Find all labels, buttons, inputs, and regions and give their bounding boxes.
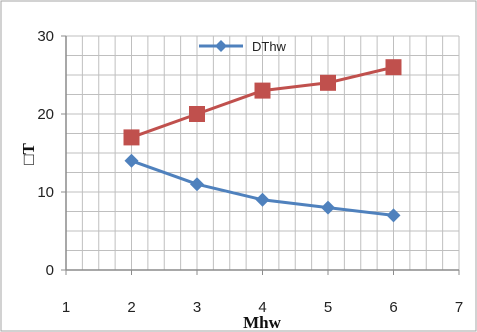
series-red-squares — [123, 59, 402, 146]
x-tick-label: 3 — [193, 299, 201, 316]
x-tick-label: 6 — [389, 299, 397, 316]
x-tick-label: 1 — [62, 299, 70, 316]
data-point-square — [254, 82, 271, 99]
y-tick-label: 20 — [37, 106, 54, 123]
x-axis-title: Mhw — [243, 313, 282, 332]
data-point-square — [320, 74, 336, 91]
data-point-square — [385, 59, 402, 76]
legend-marker-diamond — [215, 40, 227, 52]
y-axis-title: □T — [19, 143, 38, 165]
data-point-diamond — [190, 177, 204, 192]
data-point-diamond — [255, 192, 270, 207]
y-tick-label: 0 — [46, 262, 54, 279]
data-point-diamond — [124, 153, 139, 168]
tick-labels: 0 10 20 30 1 2 3 4 5 6 7 — [37, 28, 463, 316]
data-point-diamond — [321, 200, 335, 215]
x-tick-label: 7 — [455, 299, 463, 316]
data-point-square — [189, 106, 205, 122]
x-tick-label: 4 — [258, 299, 266, 316]
data-point-square — [123, 129, 140, 146]
legend: DThw — [199, 39, 287, 54]
data-series — [123, 59, 402, 223]
y-tick-label: 30 — [37, 28, 54, 45]
x-tick-label: 5 — [324, 299, 332, 316]
series-blue-diamonds — [124, 153, 401, 223]
x-tick-label: 2 — [127, 299, 135, 316]
y-tick-label: 10 — [37, 184, 54, 201]
axes — [61, 35, 460, 275]
data-point-diamond — [386, 208, 401, 223]
legend-entry-label: DThw — [252, 39, 287, 54]
